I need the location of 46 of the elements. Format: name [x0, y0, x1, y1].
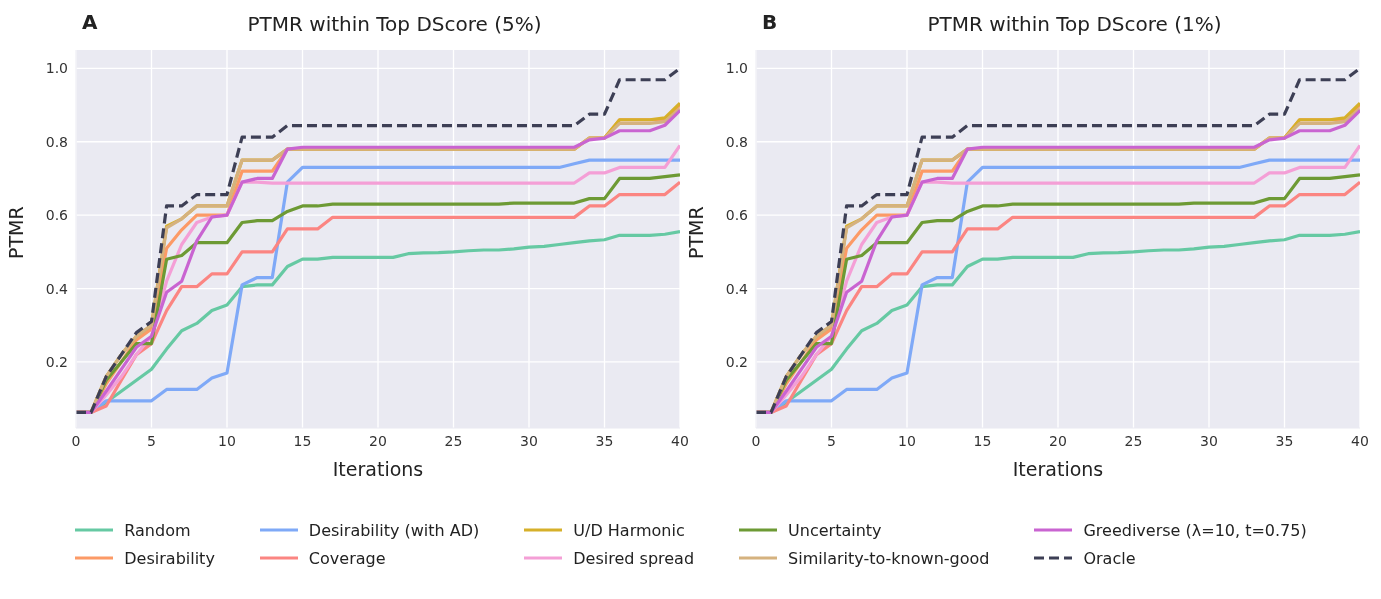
chart-title: PTMR within Top DScore (5%) — [246, 12, 543, 36]
legend-label: Oracle — [1083, 548, 1136, 568]
x-tick-label: 10 — [898, 432, 916, 449]
text: A — [82, 10, 98, 34]
y-tick-label: 0.4 — [725, 280, 749, 297]
legend-label: Greediverse (λ=10, t=0.75) — [1083, 520, 1307, 540]
x-tick-label: 40 — [1351, 432, 1369, 449]
y-tick-label: 0.2 — [45, 353, 68, 370]
x-tick-label: 5 — [147, 432, 156, 449]
legend-label: Desirability — [124, 548, 215, 568]
text: B — [762, 10, 778, 34]
x-tick-label: 30 — [520, 432, 538, 449]
legend-label: Random — [124, 520, 191, 540]
x-tick-label: 20 — [369, 432, 387, 449]
x-tick-label: 20 — [1049, 432, 1067, 449]
x-axis-title: Iterations — [332, 458, 424, 480]
x-tick-label: 35 — [595, 432, 614, 449]
y-tick-label: 0.6 — [45, 207, 69, 224]
x-tick-label: 25 — [444, 432, 463, 449]
legend-label: Desirability (with AD) — [308, 520, 480, 540]
x-tick-label: 10 — [218, 432, 236, 449]
legend-label: Coverage — [308, 548, 386, 568]
x-tick-label: 5 — [827, 432, 836, 449]
legend-label: U/D Harmonic — [573, 520, 685, 540]
x-tick-label: 15 — [973, 432, 992, 449]
y-axis-title: PTMR — [4, 206, 27, 259]
y-axis-title: PTMR — [684, 206, 707, 259]
y-tick-label: 1.0 — [725, 60, 748, 77]
chart-title: PTMR within Top DScore (1%) — [926, 12, 1223, 36]
x-tick-label: 0 — [71, 432, 81, 449]
y-tick-label: 0.8 — [45, 133, 68, 150]
y-tick-label: 1.0 — [45, 60, 68, 77]
x-tick-label: 15 — [293, 432, 312, 449]
y-tick-label: 0.8 — [725, 133, 748, 150]
legend-label: Similarity-to-known-good — [788, 548, 990, 568]
x-tick-label: 35 — [1275, 432, 1294, 449]
x-tick-label: 0 — [751, 432, 761, 449]
legend-label: Uncertainty — [788, 520, 882, 540]
y-tick-label: 0.6 — [725, 207, 749, 224]
x-tick-label: 25 — [1124, 432, 1143, 449]
y-tick-label: 0.4 — [45, 280, 69, 297]
y-tick-label: 0.2 — [725, 353, 748, 370]
x-tick-label: 30 — [1200, 432, 1218, 449]
x-axis-title: Iterations — [1012, 458, 1104, 480]
x-tick-label: 40 — [671, 432, 689, 449]
legend-label: Desired spread — [573, 548, 695, 568]
